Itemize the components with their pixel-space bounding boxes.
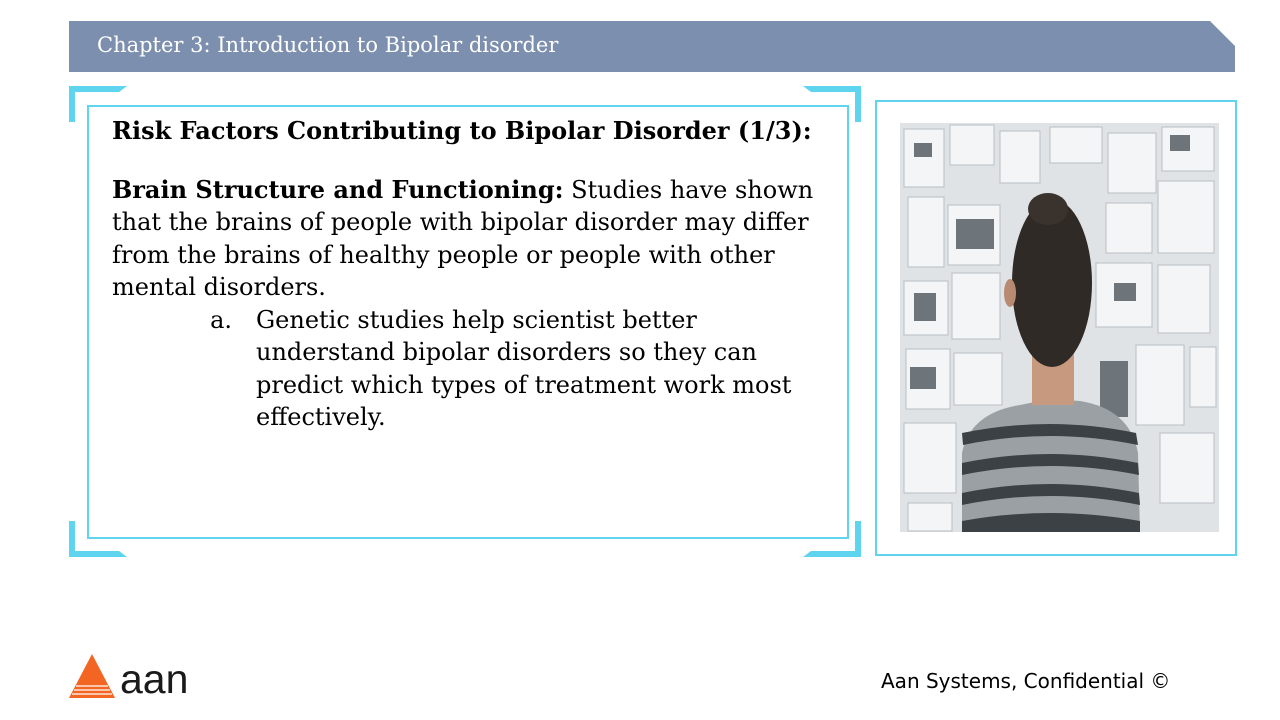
aan-logo: aan <box>68 653 198 704</box>
frame-corner-bottom-left <box>69 521 127 557</box>
man-looking-at-wall-of-notes-photo <box>900 123 1219 532</box>
aan-logo-mark: aan <box>69 654 188 702</box>
image-frame <box>875 100 1237 556</box>
chapter-header-bar: Chapter 3: Introduction to Bipolar disor… <box>69 21 1235 72</box>
slide-content: Risk Factors Contributing to Bipolar Dis… <box>112 115 827 434</box>
frame-corner-top-left <box>69 86 127 122</box>
content-frame <box>69 86 861 557</box>
body-paragraph: Brain Structure and Functioning: Studies… <box>112 174 827 304</box>
list-item-text: Genetic studies help scientist better un… <box>256 305 792 432</box>
list-marker: a. <box>210 305 232 334</box>
content-frame-border <box>87 105 849 539</box>
frame-corner-top-right <box>803 86 861 122</box>
list-item: a. Genetic studies help scientist better… <box>112 304 827 434</box>
aan-logo-text: aan <box>120 656 188 699</box>
frame-corner-bottom-right <box>803 521 861 557</box>
confidential-notice: Aan Systems, Confidential © <box>881 669 1171 693</box>
paragraph-lead: Brain Structure and Functioning: <box>112 174 564 204</box>
chapter-title: Chapter 3: Introduction to Bipolar disor… <box>97 33 559 57</box>
slide-heading: Risk Factors Contributing to Bipolar Dis… <box>112 116 812 145</box>
paragraph-text: Studies have shown that the brains of pe… <box>112 175 814 302</box>
photo-illustration <box>900 123 1219 532</box>
